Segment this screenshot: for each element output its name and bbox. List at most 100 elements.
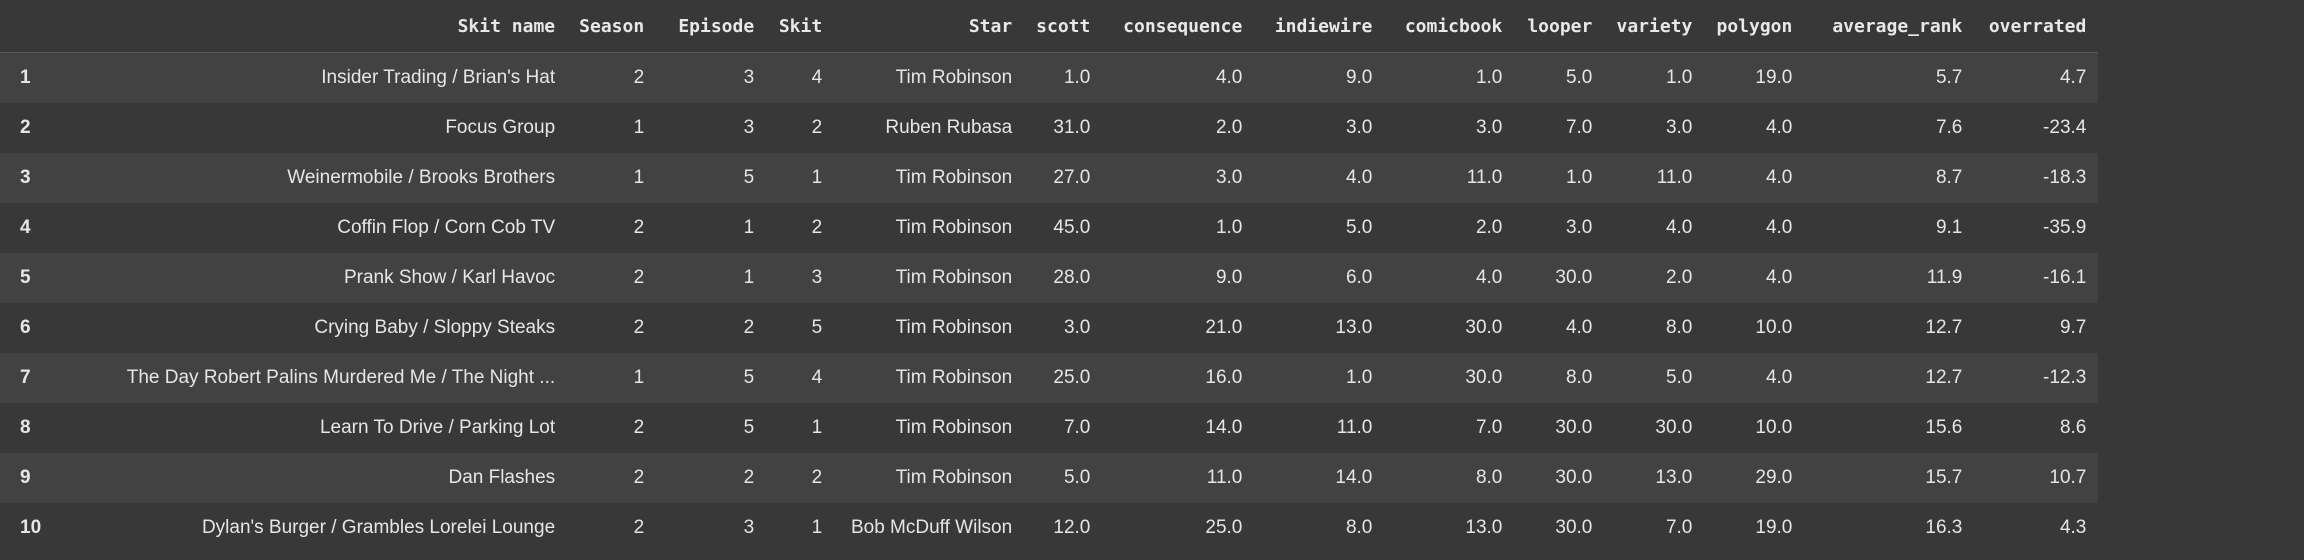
comicbook-cell: 3.0 [1384,103,1515,153]
polygon-cell: 4.0 [1704,203,1805,253]
scott-cell: 3.0 [1024,303,1103,353]
star-cell: Ruben Rubasa [834,103,1025,153]
overrated-cell: -35.9 [1974,203,2099,253]
consequence-cell: 2.0 [1102,103,1255,153]
indiewire-cell: 9.0 [1254,52,1385,103]
indiewire-cell: 6.0 [1254,253,1385,303]
header-row: Skit name Season Episode Skit Star scott… [0,0,2099,53]
overrated-cell: 4.7 [1974,52,2099,103]
polygon-cell: 10.0 [1704,403,1805,453]
skit-name-cell: Dan Flashes [53,453,568,503]
column-header-looper: looper [1514,0,1605,53]
table-row: 8 Learn To Drive / Parking Lot 2 5 1 Tim Robi… [0,403,2099,453]
indiewire-cell: 11.0 [1254,403,1385,453]
episode-cell: 5 [656,403,767,453]
column-header-star: Star [834,0,1025,53]
column-header-consequence: consequence [1102,0,1255,53]
scott-cell: 28.0 [1024,253,1103,303]
looper-cell: 8.0 [1514,353,1605,403]
table-row: 4 Coffin Flop / Corn Cob TV 2 1 2 Tim Robinso… [0,203,2099,253]
row-index: 4 [0,203,54,253]
looper-cell: 1.0 [1514,153,1605,203]
star-cell: Bob McDuff Wilson [834,503,1025,553]
row-index: 2 [0,103,54,153]
average-rank-cell: 15.6 [1804,403,1975,453]
row-index: 7 [0,353,54,403]
row-index: 9 [0,453,54,503]
row-index: 5 [0,253,54,303]
star-cell: Tim Robinson [834,253,1025,303]
skit-name-cell: Prank Show / Karl Havoc [53,253,568,303]
episode-cell: 3 [656,103,767,153]
star-cell: Tim Robinson [834,203,1025,253]
variety-cell: 2.0 [1604,253,1705,303]
polygon-cell: 29.0 [1704,453,1805,503]
season-cell: 2 [567,203,657,253]
column-header-overrated: overrated [1974,0,2099,53]
overrated-cell: 4.3 [1974,503,2099,553]
skit-name-cell: Coffin Flop / Corn Cob TV [53,203,568,253]
skit-cell: 4 [766,52,835,103]
looper-cell: 3.0 [1514,203,1605,253]
season-cell: 2 [567,303,657,353]
skit-cell: 5 [766,303,835,353]
overrated-cell: -12.3 [1974,353,2099,403]
average-rank-cell: 9.1 [1804,203,1975,253]
scott-cell: 1.0 [1024,52,1103,103]
polygon-cell: 19.0 [1704,52,1805,103]
skit-cell: 1 [766,403,835,453]
consequence-cell: 1.0 [1102,203,1255,253]
table-row: 7 The Day Robert Palins Murdered Me / The… [0,353,2099,403]
row-index: 8 [0,403,54,453]
comicbook-cell: 1.0 [1384,52,1515,103]
looper-cell: 30.0 [1514,453,1605,503]
episode-cell: 3 [656,52,767,103]
season-cell: 1 [567,353,657,403]
overrated-cell: -18.3 [1974,153,2099,203]
average-rank-cell: 5.7 [1804,52,1975,103]
skit-cell: 2 [766,203,835,253]
indiewire-cell: 3.0 [1254,103,1385,153]
skit-name-cell: Learn To Drive / Parking Lot [53,403,568,453]
average-rank-cell: 11.9 [1804,253,1975,303]
comicbook-cell: 30.0 [1384,303,1515,353]
comicbook-cell: 4.0 [1384,253,1515,303]
looper-cell: 30.0 [1514,403,1605,453]
variety-cell: 5.0 [1604,353,1705,403]
looper-cell: 4.0 [1514,303,1605,353]
average-rank-cell: 12.7 [1804,303,1975,353]
row-index: 6 [0,303,54,353]
polygon-cell: 10.0 [1704,303,1805,353]
variety-cell: 1.0 [1604,52,1705,103]
column-header-variety: variety [1604,0,1705,53]
indiewire-cell: 5.0 [1254,203,1385,253]
column-header-season: Season [567,0,657,53]
overrated-cell: 10.7 [1974,453,2099,503]
consequence-cell: 16.0 [1102,353,1255,403]
skit-name-cell: Crying Baby / Sloppy Steaks [53,303,568,353]
scott-cell: 25.0 [1024,353,1103,403]
scott-cell: 5.0 [1024,453,1103,503]
table-row: 2 Focus Group 1 3 2 Ruben Rubasa 31.0 2.0 3.0 3.0… [0,103,2099,153]
indiewire-cell: 1.0 [1254,353,1385,403]
skit-cell: 2 [766,453,835,503]
star-cell: Tim Robinson [834,303,1025,353]
skit-cell: 4 [766,353,835,403]
star-cell: Tim Robinson [834,453,1025,503]
polygon-cell: 4.0 [1704,353,1805,403]
consequence-cell: 25.0 [1102,503,1255,553]
row-index: 10 [0,503,54,553]
indiewire-cell: 14.0 [1254,453,1385,503]
star-cell: Tim Robinson [834,403,1025,453]
season-cell: 1 [567,103,657,153]
comicbook-cell: 8.0 [1384,453,1515,503]
episode-cell: 5 [656,153,767,203]
episode-cell: 5 [656,353,767,403]
season-cell: 2 [567,52,657,103]
average-rank-cell: 7.6 [1804,103,1975,153]
variety-cell: 13.0 [1604,453,1705,503]
looper-cell: 30.0 [1514,503,1605,553]
season-cell: 2 [567,453,657,503]
episode-cell: 2 [656,453,767,503]
comicbook-cell: 7.0 [1384,403,1515,453]
